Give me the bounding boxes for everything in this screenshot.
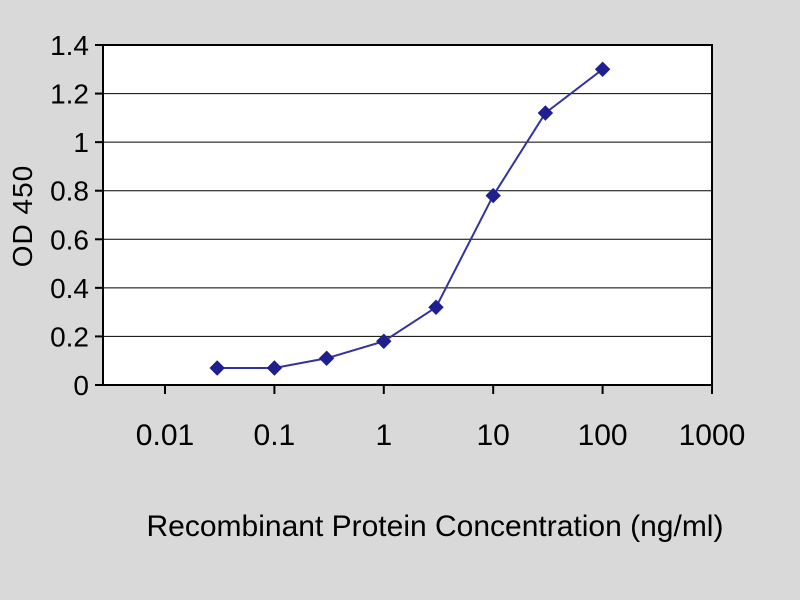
x-tick-label: 1000	[679, 419, 746, 452]
plot-area	[103, 45, 712, 385]
y-tick-label: 0.4	[50, 273, 89, 304]
y-tick-label: 0	[73, 370, 89, 401]
x-axis-title: Recombinant Protein Concentration (ng/ml…	[146, 510, 724, 543]
y-tick-label: 0.8	[50, 176, 89, 207]
data-line	[217, 68, 604, 369]
y-tick-label: 0.6	[50, 224, 89, 255]
x-tick-label: 10	[477, 419, 510, 452]
data-point-marker	[318, 350, 335, 366]
data-point-marker	[266, 360, 283, 376]
x-tick-label: 0.1	[254, 419, 296, 452]
data-point-marker	[485, 187, 501, 204]
data-point-marker	[376, 333, 392, 349]
y-tick-label: 0.2	[50, 321, 89, 352]
data-point-marker	[428, 299, 444, 315]
plot-border	[102, 44, 713, 386]
y-tick-label: 1.4	[50, 30, 89, 61]
x-tick-label: 1	[375, 419, 392, 452]
data-point-marker	[594, 61, 611, 77]
y-tick-label: 1.2	[50, 79, 89, 110]
x-tick-label: 100	[578, 419, 628, 452]
y-axis-title: OD 450	[7, 164, 38, 268]
y-tick-label: 1	[73, 127, 89, 158]
data-point-marker	[209, 360, 225, 376]
data-point-marker	[537, 105, 554, 121]
x-tick-label: 0.01	[136, 419, 194, 452]
